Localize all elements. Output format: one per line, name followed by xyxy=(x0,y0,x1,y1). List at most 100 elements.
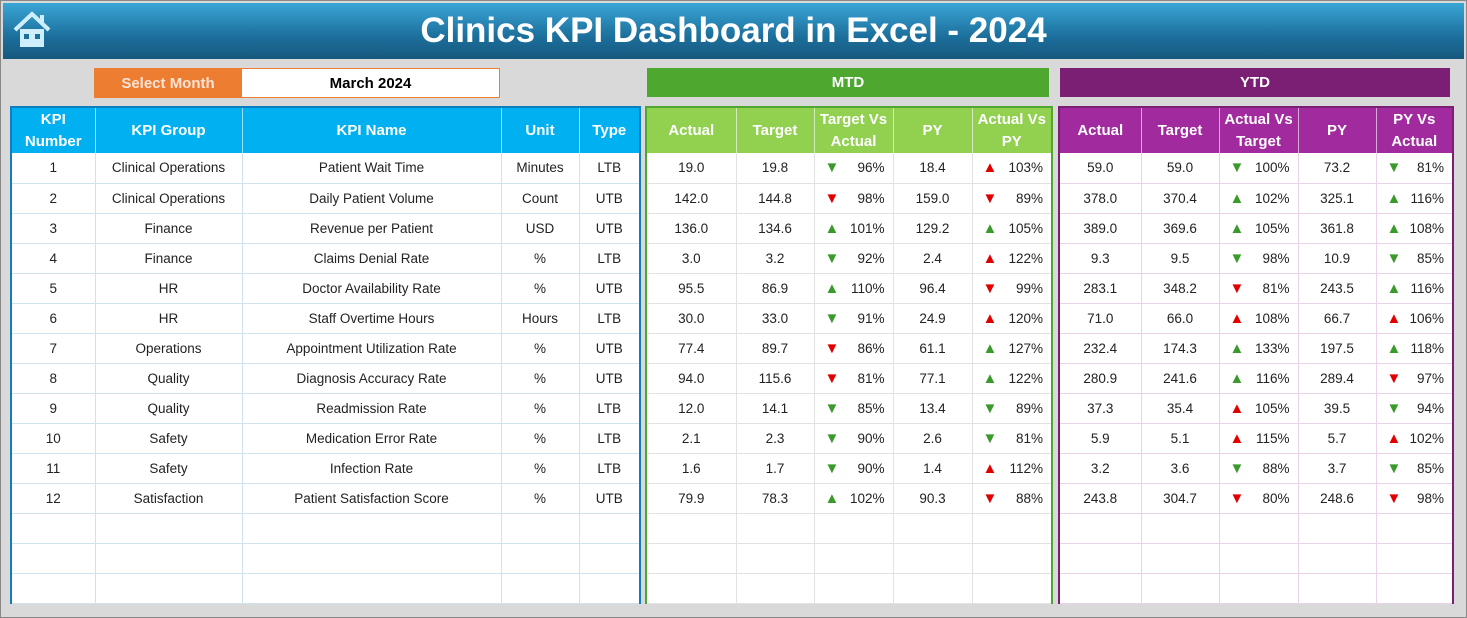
mtd-actual-vs-py: ▼ 88% xyxy=(972,483,1053,514)
arrow-up-icon: ▲ xyxy=(1386,279,1402,297)
arrow-down-icon: ▼ xyxy=(824,249,840,267)
ytd-py-vs-actual: ▼ 97% xyxy=(1376,363,1454,394)
empty-cell xyxy=(579,513,641,544)
ytd-py-vs-actual: ▲ 102% xyxy=(1376,423,1454,454)
table-row xyxy=(11,573,641,604)
ytd-target: 370.4 xyxy=(1141,183,1220,214)
kpi-group: Operations xyxy=(95,333,243,364)
mtd-py: 13.4 xyxy=(893,393,973,424)
percent-value: 102% xyxy=(1409,430,1444,446)
kpi-type: UTB xyxy=(579,483,641,514)
page-title: Clinics KPI Dashboard in Excel - 2024 xyxy=(420,11,1047,50)
table-row: 5 HR Doctor Availability Rate% UTB xyxy=(11,273,641,304)
empty-cell xyxy=(1298,543,1377,574)
kpi-num: 3 xyxy=(11,213,96,244)
empty-cell xyxy=(1059,513,1142,544)
empty-cell xyxy=(736,513,815,544)
empty-cell xyxy=(893,573,973,604)
table-row: 3.0 3.2 ▼ 92% 2.4 ▲ 122% xyxy=(646,243,1053,274)
kpi-type: UTB xyxy=(579,183,641,214)
empty-cell xyxy=(814,513,894,544)
column-header: PY xyxy=(1298,107,1377,153)
kpi-type: UTB xyxy=(579,273,641,304)
kpi-type: LTB xyxy=(579,243,641,274)
ytd-py: 5.7 xyxy=(1298,423,1377,454)
arrow-up-icon: ▲ xyxy=(982,339,998,357)
table-row: 4 Finance Claims Denial Rate% LTB xyxy=(11,243,641,274)
column-header: Unit xyxy=(501,107,580,153)
kpi-num: 10 xyxy=(11,423,96,454)
percent-value: 133% xyxy=(1254,340,1290,356)
ytd-target: 9.5 xyxy=(1141,243,1220,274)
ytd-py: 289.4 xyxy=(1298,363,1377,394)
percent-value: 90% xyxy=(857,430,885,446)
mtd-actual-vs-py: ▲ 122% xyxy=(972,363,1053,394)
percent-value: 108% xyxy=(1254,310,1290,326)
percent-value: 81% xyxy=(1416,160,1444,176)
table-row xyxy=(646,543,1053,574)
ytd-actual-vs-target: ▼ 88% xyxy=(1219,453,1299,484)
select-month-label: Select Month xyxy=(94,68,242,98)
arrow-up-icon: ▲ xyxy=(1229,189,1245,207)
empty-cell xyxy=(1219,573,1299,604)
ytd-actual: 243.8 xyxy=(1059,483,1142,514)
percent-value: 80% xyxy=(1262,490,1290,506)
ytd-actual-vs-target: ▲ 102% xyxy=(1219,183,1299,214)
mtd-actual: 136.0 xyxy=(646,213,737,244)
arrow-down-icon: ▼ xyxy=(982,399,998,417)
mtd-target-vs-actual: ▼ 91% xyxy=(814,303,894,334)
percent-value: 92% xyxy=(857,250,885,266)
empty-cell xyxy=(95,543,243,574)
arrow-down-icon: ▼ xyxy=(1229,459,1245,477)
table-row: 2.1 2.3 ▼ 90% 2.6 ▼ 81% xyxy=(646,423,1053,454)
empty-cell xyxy=(579,543,641,574)
arrow-up-icon: ▲ xyxy=(824,219,840,237)
kpi-type: LTB xyxy=(579,393,641,424)
column-header: KPI Name xyxy=(242,107,502,153)
mtd-actual: 142.0 xyxy=(646,183,737,214)
column-header: Type xyxy=(579,107,641,153)
kpi-unit: % xyxy=(501,273,580,304)
arrow-up-icon: ▲ xyxy=(824,279,840,297)
ytd-actual-vs-target: ▼ 100% xyxy=(1219,153,1299,184)
empty-cell xyxy=(646,513,737,544)
mtd-header: MTD xyxy=(647,68,1049,97)
kpi-group: Satisfaction xyxy=(95,483,243,514)
table-row: 19.0 19.8 ▼ 96% 18.4 ▲ 103% xyxy=(646,153,1053,184)
mtd-actual: 94.0 xyxy=(646,363,737,394)
table-row: 10 Safety Medication Error Rate% LTB xyxy=(11,423,641,454)
kpi-name: Diagnosis Accuracy Rate xyxy=(242,363,502,394)
ytd-target: 35.4 xyxy=(1141,393,1220,424)
arrow-down-icon: ▼ xyxy=(824,429,840,447)
ytd-target: 304.7 xyxy=(1141,483,1220,514)
arrow-down-icon: ▼ xyxy=(982,489,998,507)
kpi-unit: % xyxy=(501,483,580,514)
table-row: 142.0 144.8 ▼ 98% 159.0 ▼ 89% xyxy=(646,183,1053,214)
ytd-header: YTD xyxy=(1060,68,1450,97)
table-row: 12 Satisfaction Patient Satisfaction Score… xyxy=(11,483,641,514)
empty-cell xyxy=(972,543,1053,574)
mtd-actual-vs-py: ▲ 120% xyxy=(972,303,1053,334)
ytd-py-vs-actual: ▲ 116% xyxy=(1376,273,1454,304)
percent-value: 116% xyxy=(1255,370,1290,386)
arrow-up-icon: ▲ xyxy=(1229,369,1245,387)
table-row: 30.0 33.0 ▼ 91% 24.9 ▲ 120% xyxy=(646,303,1053,334)
mtd-actual-vs-py: ▼ 99% xyxy=(972,273,1053,304)
kpi-name: Revenue per Patient xyxy=(242,213,502,244)
mtd-py: 77.1 xyxy=(893,363,973,394)
mtd-actual-vs-py: ▲ 103% xyxy=(972,153,1053,184)
table-row: 389.0 369.6 ▲ 105% 361.8 ▲ 108% xyxy=(1059,213,1454,244)
percent-value: 103% xyxy=(1008,160,1043,176)
ytd-py: 248.6 xyxy=(1298,483,1377,514)
kpi-type: UTB xyxy=(579,333,641,364)
home-icon[interactable] xyxy=(11,9,53,51)
mtd-target: 89.7 xyxy=(736,333,815,364)
percent-value: 85% xyxy=(857,400,885,416)
percent-value: 98% xyxy=(1416,490,1444,506)
column-header: Actual Vs Target xyxy=(1219,107,1299,153)
kpi-group: Finance xyxy=(95,243,243,274)
table-row: 3 Finance Revenue per Patient USD UTB xyxy=(11,213,641,244)
month-dropdown[interactable]: March 2024 xyxy=(241,68,500,98)
mtd-target: 134.6 xyxy=(736,213,815,244)
percent-value: 102% xyxy=(849,490,885,506)
